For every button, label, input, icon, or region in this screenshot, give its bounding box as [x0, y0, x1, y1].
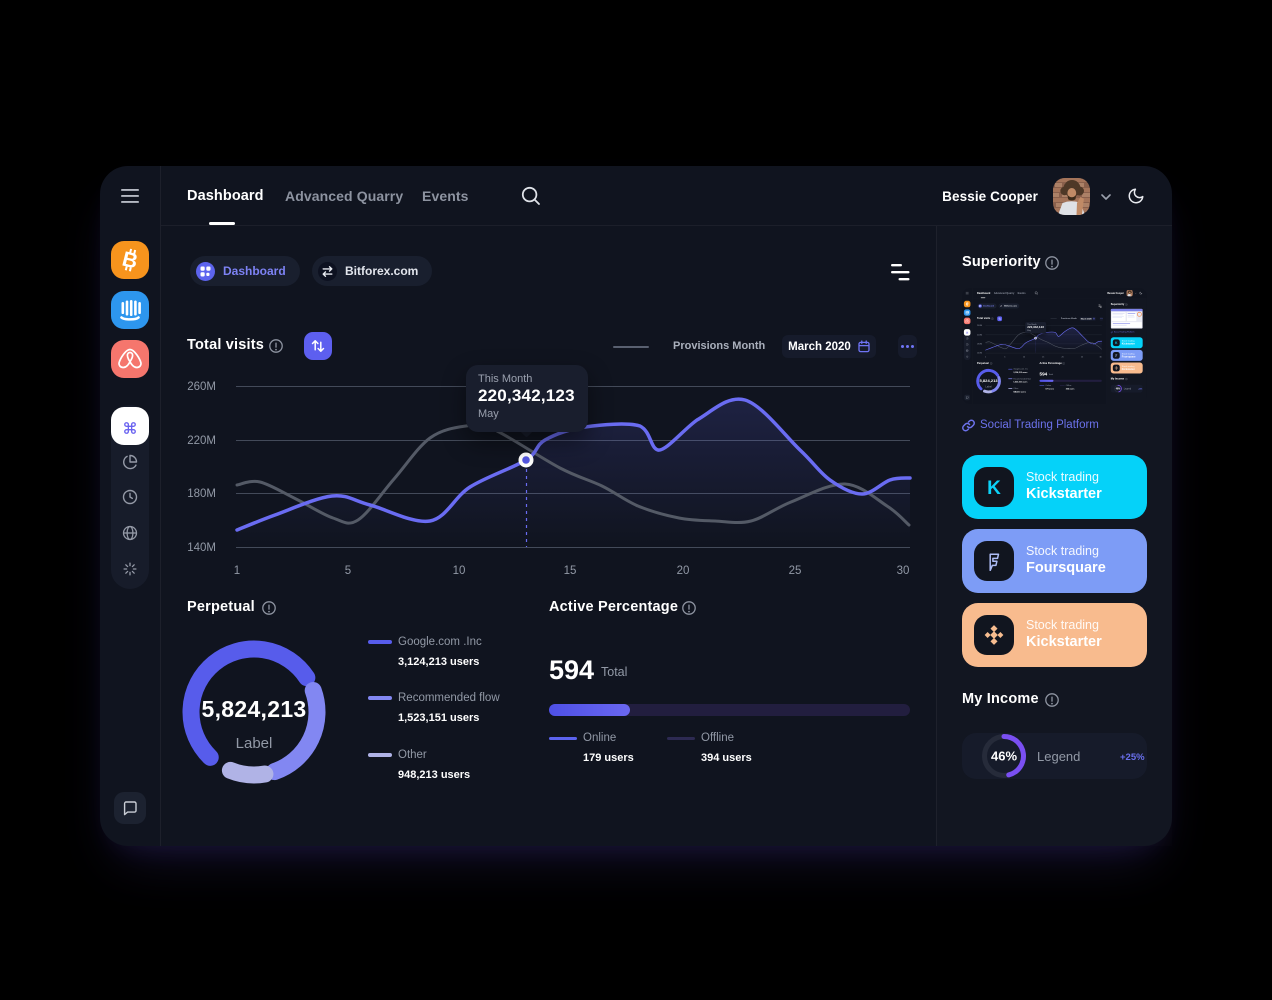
- svg-text:180M: 180M: [187, 488, 216, 500]
- svg-text:20: 20: [1062, 357, 1065, 359]
- svg-text:25: 25: [1081, 357, 1084, 359]
- svg-text:1: 1: [234, 565, 240, 577]
- svg-text:20: 20: [677, 565, 690, 577]
- svg-text:30: 30: [1099, 357, 1102, 359]
- svg-text:220M: 220M: [977, 334, 982, 336]
- svg-text:180M: 180M: [977, 343, 982, 345]
- svg-text:15: 15: [1042, 357, 1045, 359]
- svg-text:5: 5: [1004, 357, 1006, 359]
- svg-text:10: 10: [453, 565, 466, 577]
- svg-text:140M: 140M: [187, 542, 216, 554]
- svg-text:10: 10: [1023, 357, 1026, 359]
- svg-text:15: 15: [564, 565, 577, 577]
- svg-text:220M: 220M: [187, 435, 216, 447]
- svg-text:260M: 260M: [977, 325, 982, 327]
- svg-text:46%: 46%: [1116, 387, 1120, 390]
- svg-text:K: K: [1115, 341, 1118, 344]
- svg-text:K: K: [987, 478, 1001, 497]
- svg-text:25: 25: [789, 565, 802, 577]
- svg-text:260M: 260M: [187, 381, 216, 393]
- svg-text:30: 30: [897, 565, 910, 577]
- svg-text:46%: 46%: [991, 749, 1017, 764]
- svg-text:B: B: [965, 302, 969, 307]
- svg-text:5: 5: [345, 565, 351, 577]
- svg-text:1: 1: [985, 357, 986, 359]
- svg-text:140M: 140M: [977, 353, 982, 355]
